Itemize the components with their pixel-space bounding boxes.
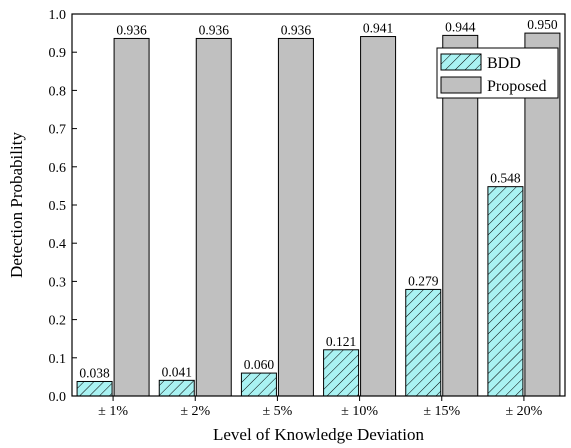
bar-proposed-3 <box>360 36 397 397</box>
x-axis-title: Level of Knowledge Deviation <box>213 425 425 444</box>
data-label-proposed-3: 0.941 <box>363 21 393 36</box>
data-label-bdd-2: 0.060 <box>244 357 275 372</box>
data-label-proposed-1: 0.936 <box>199 22 230 37</box>
bar-bdd-2 <box>240 372 277 397</box>
x-tick-label: ± 1% <box>98 404 128 419</box>
y-tick-label: 0.4 <box>49 237 67 252</box>
y-tick-label: 0.0 <box>49 390 67 405</box>
data-label-proposed-2: 0.936 <box>281 22 312 37</box>
y-axis-title: Detection Probability <box>7 132 26 278</box>
bar-bdd-0 <box>76 380 113 397</box>
y-tick-label: 0.9 <box>49 46 67 61</box>
legend-label-proposed: Proposed <box>487 78 547 95</box>
bar-bdd-5 <box>487 186 524 397</box>
y-tick-label: 0.2 <box>49 314 67 329</box>
y-tick-label: 0.8 <box>49 84 67 99</box>
x-tick-label: ± 5% <box>262 404 292 419</box>
data-label-bdd-5: 0.548 <box>490 171 521 186</box>
bar-proposed-2 <box>277 37 314 397</box>
bar-bdd-3 <box>323 349 360 397</box>
x-tick-label: ± 20% <box>505 404 542 419</box>
y-tick-label: 1.0 <box>49 8 67 23</box>
x-tick-label: ± 15% <box>423 404 460 419</box>
legend-swatch-proposed <box>440 76 482 94</box>
data-labels-group: 0.038 0.936 0.041 0.936 0.060 0.936 0.121 0.941… <box>79 17 557 380</box>
x-tick-label: ± 10% <box>341 404 378 419</box>
data-label-proposed-5: 0.950 <box>527 17 558 32</box>
bar-proposed-0 <box>113 37 150 397</box>
bar-bdd-4 <box>405 288 442 397</box>
bar-proposed-1 <box>195 37 232 397</box>
y-tick-label: 0.6 <box>49 161 67 176</box>
data-label-bdd-3: 0.121 <box>326 334 356 349</box>
bar-bdd-1 <box>158 379 195 397</box>
data-label-proposed-0: 0.936 <box>116 22 147 37</box>
y-tick-label: 0.1 <box>49 352 67 367</box>
data-label-bdd-1: 0.041 <box>162 364 192 379</box>
y-tick-label: 0.5 <box>49 199 67 214</box>
x-tick-label: ± 2% <box>180 404 210 419</box>
x-axis: ± 1% ± 2% ± 5% ± 10% ± 15% ± 20% <box>98 396 543 419</box>
legend: BDD Proposed <box>436 47 559 99</box>
legend-swatch-bdd <box>440 53 482 71</box>
y-tick-label: 0.7 <box>49 123 67 138</box>
data-label-bdd-0: 0.038 <box>79 365 110 380</box>
y-tick-label: 0.3 <box>49 275 67 290</box>
legend-label-bdd: BDD <box>487 55 521 72</box>
data-label-proposed-4: 0.944 <box>445 19 476 34</box>
y-axis: 0.0 0.1 0.2 0.3 0.4 0.5 0.6 0.7 0.8 0.9 1.0 <box>49 8 77 405</box>
data-label-bdd-4: 0.279 <box>408 273 439 288</box>
